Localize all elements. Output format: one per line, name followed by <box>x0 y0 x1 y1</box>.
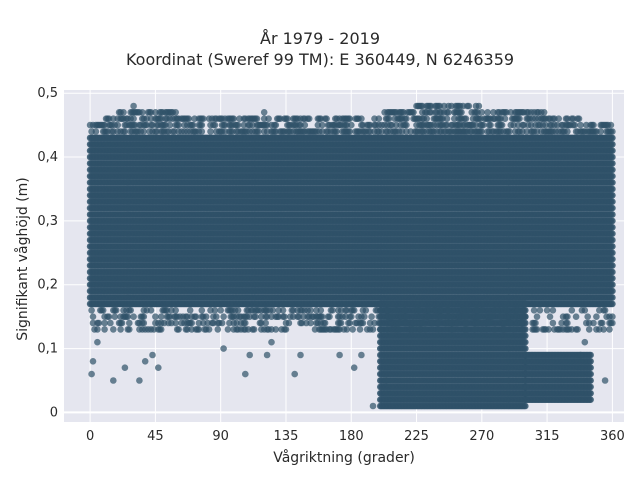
chart-title-line2: Koordinat (Sweref 99 TM): E 360449, N 62… <box>125 50 515 69</box>
chart-title-line1: År 1979 - 2019 <box>260 29 380 48</box>
data-points <box>86 102 616 410</box>
